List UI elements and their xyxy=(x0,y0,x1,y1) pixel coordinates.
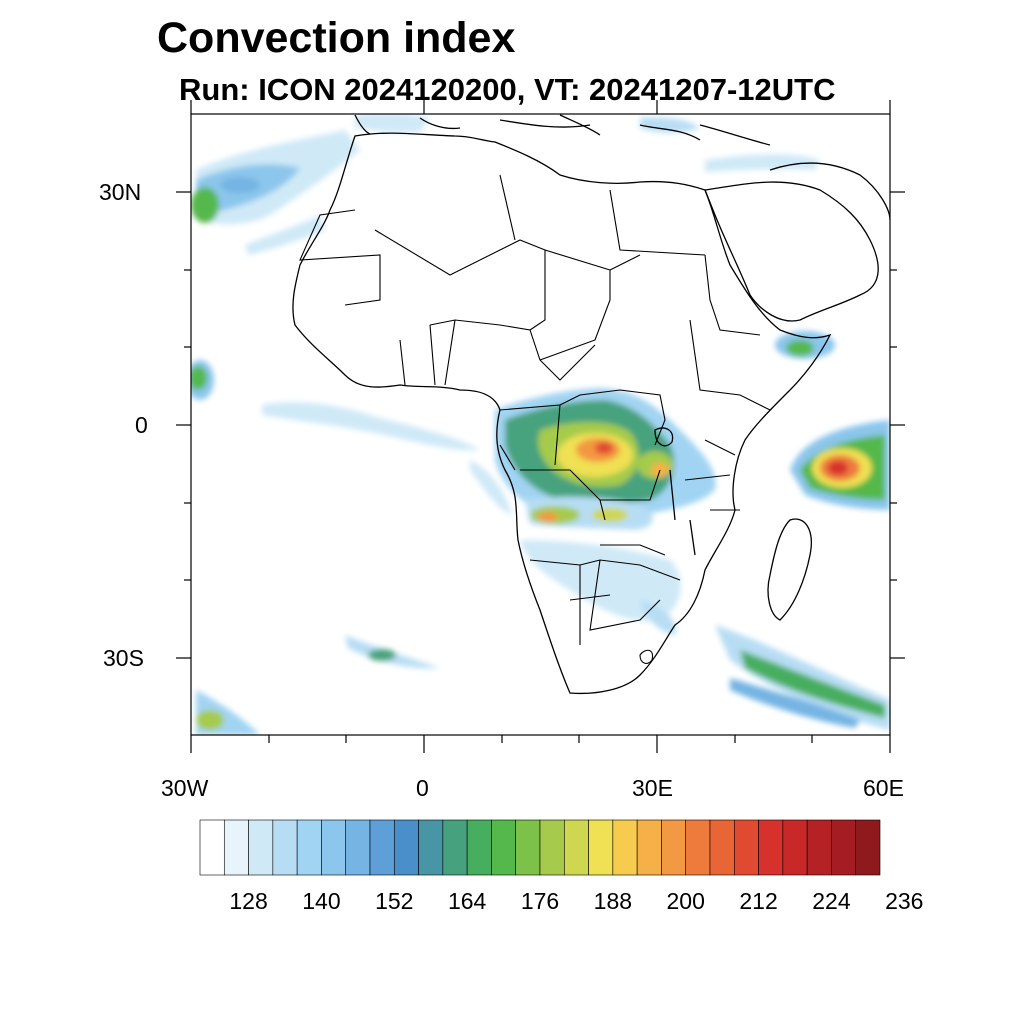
colorbar-swatch xyxy=(588,819,614,876)
colorbar-swatch xyxy=(636,819,662,876)
colorbar-swatch xyxy=(199,819,225,876)
colorbar-swatch xyxy=(539,819,565,876)
colorbar-tick-label: 164 xyxy=(447,888,487,914)
lat-label-30s: 30S xyxy=(103,645,144,671)
colorbar-swatch xyxy=(272,819,298,876)
colorbar-swatch xyxy=(831,819,857,876)
colorbar-swatch xyxy=(685,819,711,876)
lon-label-30e: 30E xyxy=(632,775,673,801)
colorbar-swatch xyxy=(418,819,444,876)
convection-field xyxy=(191,114,890,735)
lon-label-60e: 60E xyxy=(863,775,904,801)
map-subtitle: Run: ICON 2024120200, VT: 20241207-12UTC xyxy=(179,72,836,107)
colorbar-swatch xyxy=(806,819,832,876)
colorbar-swatch xyxy=(248,819,274,876)
colorbar-swatch xyxy=(223,819,249,876)
colorbar-swatch xyxy=(612,819,638,876)
colorbar-swatch xyxy=(321,819,347,876)
lat-label-0: 0 xyxy=(135,412,148,438)
colorbar-swatch xyxy=(855,819,881,876)
lat-label-30n: 30N xyxy=(99,179,142,205)
colorbar-tick-label: 176 xyxy=(520,888,560,914)
coastlines xyxy=(292,114,890,695)
colorbar-tick-label: 224 xyxy=(812,888,851,914)
colorbar-swatch xyxy=(782,819,808,876)
lon-label-30w: 30W xyxy=(161,775,209,801)
colorbar-swatch xyxy=(369,819,395,876)
colorbar-swatch xyxy=(442,819,468,876)
colorbar-swatch xyxy=(709,819,735,876)
colorbar-tick-label: 128 xyxy=(229,888,268,914)
colorbar xyxy=(199,819,881,876)
colorbar-tick-label: 212 xyxy=(739,888,778,914)
colorbar-swatch xyxy=(466,819,492,876)
colorbar-swatch xyxy=(296,819,322,876)
colorbar-tick-label: 188 xyxy=(593,888,633,914)
axis-ticks xyxy=(176,100,905,753)
lon-label-0: 0 xyxy=(416,775,429,801)
colorbar-tick-label: 152 xyxy=(375,888,414,914)
colorbar-tick-label: 200 xyxy=(666,888,705,914)
colorbar-swatch xyxy=(733,819,759,876)
colorbar-swatch xyxy=(515,819,541,876)
colorbar-swatch xyxy=(491,819,517,876)
colorbar-swatch xyxy=(661,819,687,876)
colorbar-swatch xyxy=(345,819,371,876)
colorbar-swatch xyxy=(393,819,419,876)
colorbar-swatch xyxy=(563,819,589,876)
colorbar-tick-label: 236 xyxy=(885,888,924,914)
country-borders xyxy=(299,174,771,664)
colorbar-tick-label: 140 xyxy=(302,888,341,914)
map-title: Convection index xyxy=(157,14,516,62)
colorbar-swatch xyxy=(758,819,784,876)
